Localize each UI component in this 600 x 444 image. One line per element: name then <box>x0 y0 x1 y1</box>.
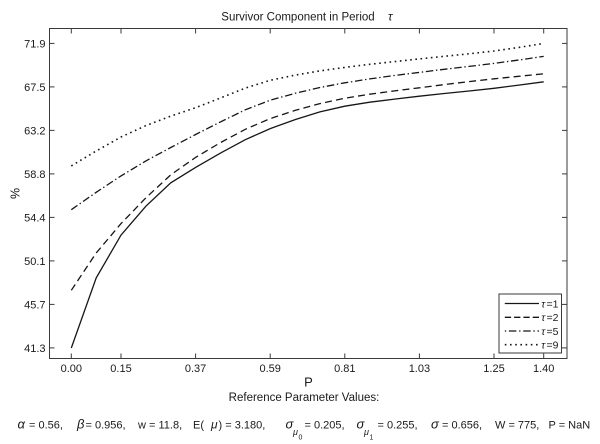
svg-text:β: β <box>76 417 85 432</box>
svg-text:71.9: 71.9 <box>24 38 45 50</box>
svg-text:=1: =1 <box>547 298 559 310</box>
svg-text:τ: τ <box>541 326 546 338</box>
svg-text:τ: τ <box>541 312 546 324</box>
svg-text:0.15: 0.15 <box>110 363 131 375</box>
svg-text:= 0.956,: = 0.956, <box>86 420 126 432</box>
svg-text:1: 1 <box>370 435 374 442</box>
svg-text:1.25: 1.25 <box>483 363 504 375</box>
svg-text:1.40: 1.40 <box>533 363 554 375</box>
svg-text:P = NaN: P = NaN <box>549 420 591 432</box>
svg-text:=5: =5 <box>547 326 559 338</box>
svg-text:50.1: 50.1 <box>24 256 45 268</box>
svg-text:= 0.56,: = 0.56, <box>29 420 63 432</box>
svg-text:σ: σ <box>431 417 440 432</box>
svg-text:0.59: 0.59 <box>259 363 280 375</box>
svg-text:58.8: 58.8 <box>24 169 45 181</box>
svg-text:= 0.255,: = 0.255, <box>378 420 418 432</box>
svg-text:=2: =2 <box>547 312 559 324</box>
svg-text:μ: μ <box>292 427 298 437</box>
svg-text:41.3: 41.3 <box>24 343 45 355</box>
svg-text:α: α <box>18 417 26 432</box>
svg-text:μ: μ <box>210 418 218 432</box>
svg-text:0: 0 <box>299 435 303 442</box>
svg-text:E(: E( <box>193 420 204 432</box>
svg-text:τ: τ <box>541 298 546 310</box>
svg-text:63.2: 63.2 <box>24 125 45 137</box>
svg-text:τ: τ <box>388 10 394 24</box>
svg-text:67.5: 67.5 <box>24 82 45 94</box>
svg-text:W = 775,: W = 775, <box>495 420 539 432</box>
svg-text:σ: σ <box>286 417 295 432</box>
svg-text:%: % <box>9 188 23 199</box>
svg-text:w = 11.8,: w = 11.8, <box>137 420 182 432</box>
svg-text:54.4: 54.4 <box>24 212 45 224</box>
svg-text:45.7: 45.7 <box>24 299 45 311</box>
svg-text:σ: σ <box>357 417 366 432</box>
svg-text:= 0.656,: = 0.656, <box>442 420 482 432</box>
svg-text:= 0.205,: = 0.205, <box>305 420 345 432</box>
svg-text:P: P <box>304 375 313 390</box>
svg-text:0.81: 0.81 <box>334 363 355 375</box>
svg-text:0.37: 0.37 <box>185 363 206 375</box>
svg-text:1.03: 1.03 <box>409 363 430 375</box>
svg-text:=9: =9 <box>547 340 559 352</box>
svg-text:μ: μ <box>363 427 369 437</box>
svg-text:) = 3.180,: ) = 3.180, <box>219 420 266 432</box>
svg-text:Survivor Component in Period: Survivor Component in Period <box>221 12 374 24</box>
svg-text:Reference Parameter Values:: Reference Parameter Values: <box>229 392 380 404</box>
svg-text:0.00: 0.00 <box>61 363 82 375</box>
svg-text:τ: τ <box>541 340 546 352</box>
